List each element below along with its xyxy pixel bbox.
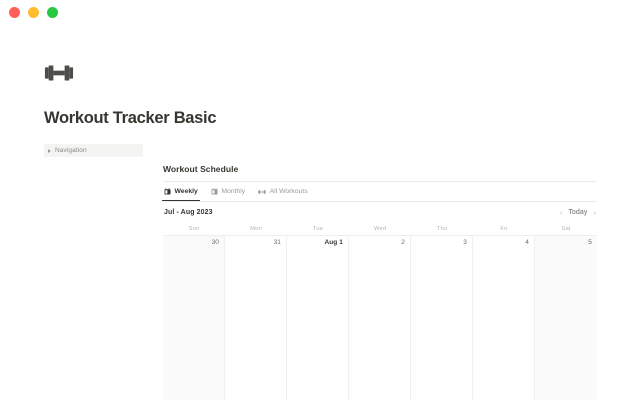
day-cell[interactable]: 3 — [411, 236, 473, 400]
chevron-left-icon[interactable]: ‹ — [559, 207, 563, 217]
tab-weekly[interactable]: Weekly — [162, 182, 200, 201]
weekday-fri: Fri — [500, 226, 508, 232]
view-tabs: Weekly Monthly — [162, 182, 597, 201]
triangle-right-icon[interactable] — [48, 148, 51, 153]
weekday-mon: Mon — [250, 226, 262, 232]
tab-monthly-label: Monthly — [221, 188, 246, 195]
day-number: 3 — [463, 239, 467, 246]
date-navigation-bar: Jul - Aug 2023 ‹ Today › — [163, 202, 597, 223]
navigation-label: Navigation — [55, 147, 87, 154]
day-cell[interactable]: 4 — [473, 236, 535, 400]
day-cell[interactable]: 5 — [535, 236, 597, 400]
navigation-block[interactable]: Navigation — [44, 144, 143, 157]
day-number: 4 — [525, 239, 529, 246]
page-title: Workout Tracker Basic — [44, 109, 217, 127]
calendar-grid: 30 31 Aug 1 2 3 4 — [163, 235, 597, 400]
tab-weekly-label: Weekly — [174, 188, 198, 195]
tab-monthly[interactable]: Monthly — [210, 182, 246, 201]
day-number: 5 — [588, 239, 592, 246]
today-button[interactable]: Today — [568, 209, 588, 216]
calendar-week-row: 30 31 Aug 1 2 3 4 — [163, 236, 597, 400]
day-number: Aug 1 — [324, 239, 343, 246]
document-column: Workout Tracker Basic Navigation — [0, 24, 217, 157]
weekday-sun: Sun — [188, 226, 200, 232]
window-titlebar — [0, 0, 640, 24]
weekday-header-row: Sun Mon Tue Wed Thu Fri Sat — [163, 223, 597, 235]
close-window-button[interactable] — [9, 6, 20, 18]
day-cell[interactable]: 31 — [225, 236, 287, 400]
date-range-label: Jul - Aug 2023 — [164, 209, 213, 216]
heading-divider — [163, 181, 597, 182]
zoom-window-button[interactable] — [47, 6, 58, 18]
weekday-wed: Wed — [373, 226, 387, 232]
page-content: Workout Tracker Basic Navigation Workout… — [0, 24, 640, 400]
dumbbell-icon — [44, 65, 74, 81]
minimize-window-button[interactable] — [28, 6, 39, 18]
day-number: 2 — [401, 239, 405, 246]
tab-all-workouts[interactable]: All Workouts — [257, 182, 309, 201]
calendar-icon — [164, 188, 171, 195]
weekday-tue: Tue — [312, 226, 324, 232]
day-number: 30 — [211, 239, 219, 246]
day-cell[interactable]: 30 — [163, 236, 225, 400]
date-nav-controls: ‹ Today › — [560, 209, 596, 217]
chevron-right-icon[interactable]: › — [593, 207, 597, 217]
day-cell[interactable]: 2 — [349, 236, 411, 400]
tabs-divider — [163, 201, 597, 202]
day-number: 31 — [273, 239, 281, 246]
weekday-sat: Sat — [561, 226, 571, 232]
weekday-thu: Thu — [436, 226, 448, 232]
day-cell[interactable]: Aug 1 — [287, 236, 349, 400]
calendar-column: Workout Schedule Weekly — [162, 24, 597, 400]
calendar-heading: Workout Schedule — [163, 164, 239, 174]
dumbbell-icon — [258, 189, 266, 194]
calendar-icon — [211, 188, 218, 195]
tab-all-workouts-label: All Workouts — [269, 188, 308, 195]
